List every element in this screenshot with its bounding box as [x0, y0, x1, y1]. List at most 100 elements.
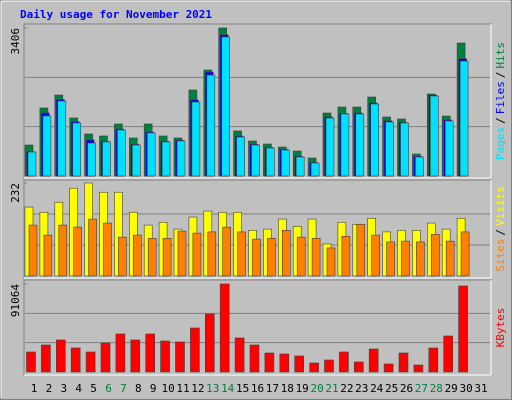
bar	[296, 236, 306, 277]
bar	[355, 113, 365, 177]
bar	[401, 240, 410, 277]
legend-entry: KBytes	[494, 308, 507, 348]
bar	[145, 333, 155, 373]
bar	[386, 241, 395, 277]
bar	[236, 136, 245, 177]
legend-separator: /	[494, 229, 507, 236]
bar	[415, 156, 424, 177]
bar	[294, 355, 305, 373]
bar	[281, 230, 291, 277]
bar	[160, 340, 170, 373]
x-tick-label: 24	[370, 382, 384, 395]
x-tick-label: 17	[266, 382, 279, 395]
bar	[70, 347, 81, 373]
bar	[353, 361, 364, 373]
x-tick-label: 21	[325, 382, 338, 395]
bar	[445, 240, 455, 277]
bar	[132, 144, 141, 177]
bar	[356, 223, 366, 277]
bar	[190, 327, 200, 373]
bar	[42, 115, 52, 177]
bar	[117, 129, 126, 177]
bar	[251, 144, 260, 177]
x-tick-label: 6	[105, 382, 112, 395]
x-tick-label: 25	[385, 382, 398, 395]
bar	[340, 113, 350, 177]
bar	[85, 351, 96, 373]
x-tick-label: 10	[161, 382, 174, 395]
x-tick-label: 20	[310, 382, 323, 395]
x-tick-label: 27	[415, 382, 428, 395]
bar	[205, 313, 215, 373]
bar	[416, 241, 425, 277]
bar	[413, 364, 424, 373]
y-tick-label: 232	[9, 183, 22, 203]
bar	[88, 218, 97, 277]
y-tick-label: 3406	[9, 28, 22, 55]
x-tick-label: 23	[355, 382, 368, 395]
legend: Pages / Files / Hits	[494, 42, 507, 160]
bar	[219, 283, 230, 373]
bar	[146, 132, 156, 177]
bar	[133, 234, 142, 277]
bar	[207, 231, 217, 277]
bar	[55, 339, 66, 373]
bar	[162, 238, 172, 277]
bar	[161, 141, 171, 177]
bar	[26, 351, 36, 373]
bar	[115, 333, 126, 373]
bar	[102, 141, 111, 177]
bar	[177, 230, 187, 277]
x-tick-label: 26	[400, 382, 413, 395]
bar	[443, 335, 454, 373]
bar	[175, 341, 185, 373]
bar	[206, 74, 216, 177]
legend-entry: Visits	[494, 186, 507, 226]
bar	[368, 348, 379, 373]
bar	[324, 359, 334, 373]
legend-entry: Sites	[494, 239, 507, 272]
legend-entry: Files	[494, 81, 507, 114]
bar	[370, 103, 380, 177]
bar	[73, 226, 82, 277]
x-tick-label: 31	[474, 382, 487, 395]
bar	[400, 122, 409, 177]
bar	[118, 236, 127, 277]
x-tick-label: 15	[236, 382, 249, 395]
bar	[237, 231, 246, 277]
bar	[267, 238, 276, 277]
x-tick-label: 14	[221, 382, 235, 395]
legend: Sites / Visits	[494, 186, 507, 272]
legend-separator: /	[494, 72, 507, 79]
bar	[311, 238, 321, 277]
bar	[325, 117, 335, 177]
x-tick-label: 2	[46, 382, 53, 395]
x-tick-label: 8	[135, 382, 142, 395]
bar	[58, 224, 68, 277]
x-tick-label: 4	[75, 382, 82, 395]
bar	[341, 236, 351, 277]
bar	[371, 234, 381, 277]
legend: KBytes	[494, 308, 507, 348]
bar	[249, 344, 260, 373]
x-tick-label: 28	[430, 382, 443, 395]
bar	[176, 140, 186, 177]
x-tick-label: 7	[120, 382, 127, 395]
x-tick-label: 29	[445, 382, 458, 395]
bar	[43, 234, 53, 277]
x-tick-label: 12	[191, 382, 204, 395]
x-tick-label: 1	[31, 382, 38, 395]
bar	[252, 238, 261, 277]
bar	[444, 120, 454, 177]
x-tick-label: 3	[60, 382, 67, 395]
bar	[87, 142, 96, 177]
bar	[428, 347, 439, 373]
bar	[458, 285, 468, 373]
bar	[130, 339, 141, 373]
bar	[295, 156, 305, 177]
bar	[385, 121, 394, 177]
bar	[280, 149, 290, 177]
bar	[460, 231, 470, 277]
